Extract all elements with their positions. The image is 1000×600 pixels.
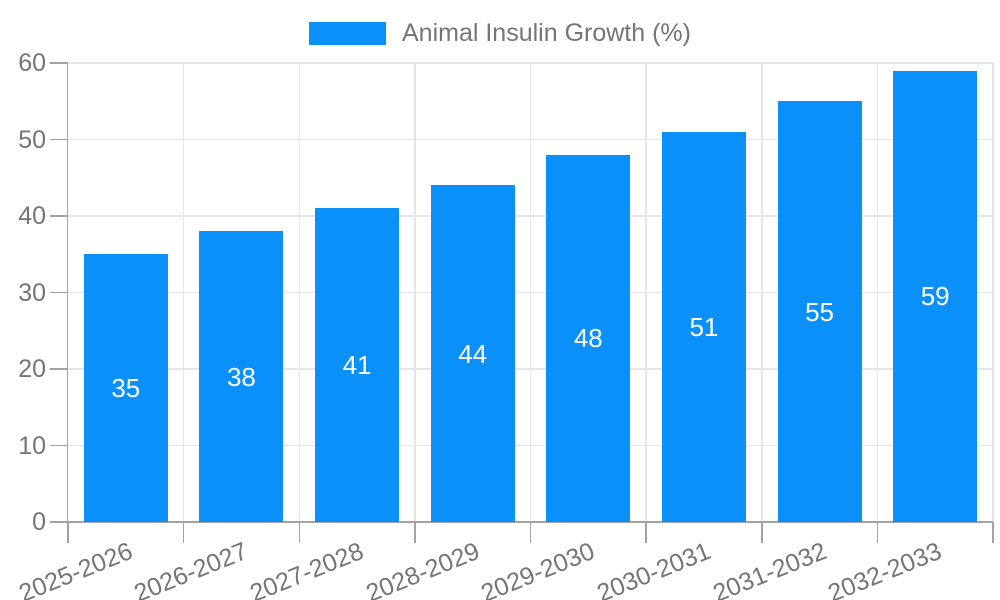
bar-value-label: 48 xyxy=(573,323,603,354)
bar: 55 xyxy=(777,101,862,522)
y-axis-tick xyxy=(50,368,68,370)
bar: 41 xyxy=(315,208,400,522)
y-axis-line xyxy=(66,62,68,543)
bar-value-label: 41 xyxy=(342,350,372,381)
gridline-v xyxy=(182,63,185,522)
bar: 35 xyxy=(83,254,168,522)
bar: 38 xyxy=(199,231,284,522)
bar: 48 xyxy=(546,154,631,522)
bar-value-label: 55 xyxy=(805,296,835,327)
y-axis-tick-label: 20 xyxy=(18,355,46,383)
bar-value-label: 44 xyxy=(458,338,488,369)
legend-swatch xyxy=(309,22,386,45)
x-axis-tick xyxy=(761,522,763,543)
legend-label: Animal Insulin Growth (%) xyxy=(402,19,691,47)
y-axis-tick-label: 10 xyxy=(18,431,46,460)
y-axis-tick xyxy=(50,138,68,141)
y-axis-tick-label: 50 xyxy=(18,125,46,154)
gridline-v xyxy=(761,63,763,522)
gridline-v xyxy=(298,63,300,522)
x-axis-tick xyxy=(992,522,994,543)
y-axis-tick-label: 40 xyxy=(18,202,46,230)
y-axis-tick-label: 60 xyxy=(18,49,46,77)
gridline-v xyxy=(992,63,994,522)
y-axis-tick xyxy=(50,215,68,217)
bar-value-label: 51 xyxy=(689,311,719,342)
y-axis-tick xyxy=(50,291,68,294)
y-axis-tick xyxy=(50,521,68,523)
bar-value-label: 38 xyxy=(226,361,256,392)
y-axis-tick-label: 30 xyxy=(18,278,46,307)
bar-value-label: 59 xyxy=(920,281,950,312)
y-axis-tick-label: 0 xyxy=(32,508,46,536)
gridline-v xyxy=(645,63,647,522)
y-axis-tick xyxy=(50,62,68,64)
x-axis-tick xyxy=(298,522,300,543)
x-axis-tick xyxy=(529,522,532,543)
gridline-v xyxy=(414,63,416,522)
gridline-v xyxy=(876,63,879,522)
x-axis-tick xyxy=(67,522,69,543)
bar-value-label: 35 xyxy=(111,373,141,404)
legend: Animal Insulin Growth (%) xyxy=(0,19,1000,48)
x-axis-tick xyxy=(182,522,185,543)
bar: 44 xyxy=(430,185,515,522)
x-axis-tick xyxy=(414,522,416,543)
bar: 51 xyxy=(661,131,746,522)
gridline-v xyxy=(529,63,532,522)
x-axis-tick xyxy=(876,522,879,543)
x-axis-tick xyxy=(645,522,647,543)
y-axis-tick xyxy=(50,444,68,447)
x-axis-baseline xyxy=(68,521,993,523)
bar: 59 xyxy=(893,70,978,522)
